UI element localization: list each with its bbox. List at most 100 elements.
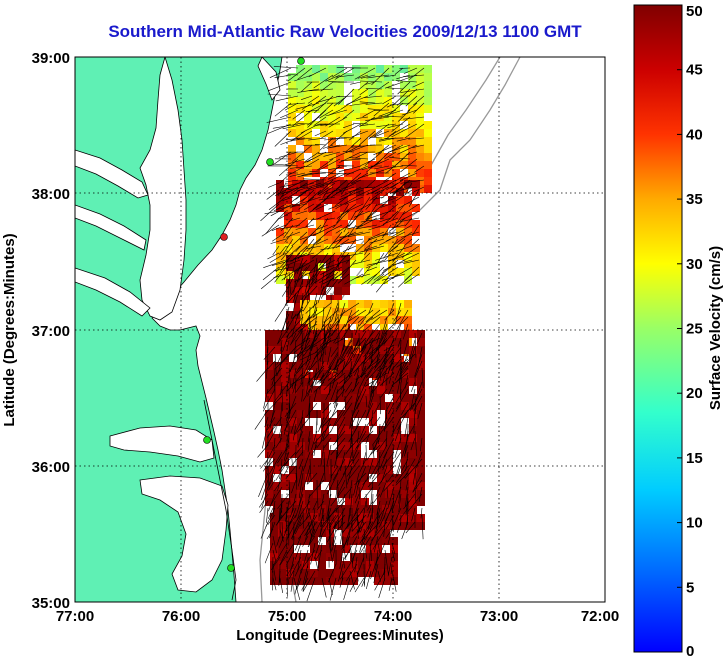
velocity-arrow [377,266,399,282]
velocity-arrow [264,444,276,465]
velocity-arrow [391,130,404,138]
velocity-cell [374,545,382,553]
velocity-arrow [303,360,311,374]
velocity-cell [337,418,345,426]
velocity-cell [408,145,416,153]
velocity-cell [336,129,344,137]
velocity-arrow [325,479,332,491]
velocity-arrow [355,217,371,230]
velocity-cell [376,121,384,129]
velocity-cell [340,180,348,188]
velocity-arrow [328,144,348,149]
velocity-cell [305,346,313,354]
velocity-arrow [373,337,388,354]
velocity-arrow [317,374,325,383]
velocity-arrow [336,203,357,219]
velocity-cell [412,268,420,276]
velocity-cell [404,180,412,188]
velocity-cell [273,338,281,346]
velocity-arrow [293,423,297,441]
velocity-arrow [340,316,353,331]
velocity-arrow [291,309,304,320]
velocity-arrow [337,186,355,193]
velocity-cell [393,426,401,434]
velocity-cell [273,362,281,370]
velocity-arrow [335,179,348,190]
velocity-cell [401,522,409,530]
velocity-arrow [286,316,304,337]
velocity-arrow [316,158,334,171]
velocity-arrow [298,486,304,506]
velocity-arrow [414,430,417,457]
velocity-arrow [294,535,302,551]
velocity-arrow [301,278,318,300]
velocity-arrow [285,465,297,479]
velocity-arrow [393,309,402,322]
velocity-cell [321,418,329,426]
velocity-arrow [365,259,385,269]
velocity-cell [337,362,345,370]
velocity-arrow [260,273,280,290]
velocity-cell [382,513,390,521]
velocity-arrow [371,493,381,505]
velocity-arrow [305,351,311,366]
velocity-arrow [268,472,276,487]
velocity-arrow [291,137,313,141]
velocity-cell [385,386,393,394]
velocity-arrow [267,514,276,525]
velocity-arrow [288,479,290,494]
velocity-arrow [398,479,402,504]
velocity-cell [400,113,408,121]
velocity-arrow [378,115,404,118]
velocity-arrow [329,358,346,374]
velocity-arrow [399,172,418,181]
plot-frame [74,56,606,603]
velocity-arrow [384,252,392,261]
velocity-cell [289,370,297,378]
velocity-arrow [403,116,425,120]
velocity-cell [409,450,417,458]
velocity-arrow [324,137,348,141]
velocity-cell [416,121,424,129]
velocity-arrow [329,137,341,139]
velocity-cell [380,188,388,196]
velocity-arrow [343,123,362,134]
velocity-arrow [308,88,334,92]
velocity-cell [324,308,332,316]
velocity-arrow [334,451,339,469]
velocity-arrow [399,381,402,399]
velocity-cell [360,161,368,169]
velocity-arrow [408,137,425,140]
velocity-arrow [269,486,283,507]
velocity-arrow [306,472,311,485]
velocity-arrow [295,493,304,518]
velocity-arrow [393,507,402,526]
velocity-cell [288,153,296,161]
velocity-arrow [340,252,364,258]
velocity-cell [296,137,304,145]
velocity-cell [377,330,385,338]
velocity-arrow [346,521,353,546]
velocity-arrow [404,238,413,246]
velocity-arrow [389,238,406,253]
velocity-cell [353,362,361,370]
velocity-arrow [402,339,409,360]
velocity-arrow [316,346,319,371]
velocity-arrow [373,402,381,415]
velocity-cell [416,89,424,97]
velocity-cell [388,204,396,212]
velocity-cell [380,316,388,324]
velocity-cell [360,105,368,113]
velocity-cell [305,490,313,498]
velocity-cell [302,577,310,585]
velocity-arrow [373,102,390,117]
velocity-cell [356,252,364,260]
velocity-arrow [266,189,280,200]
velocity-arrow [274,210,287,223]
velocity-arrow [374,186,390,194]
velocity-cell [281,450,289,458]
velocity-cell [382,505,390,513]
velocity-cell [412,228,420,236]
velocity-cell [329,466,337,474]
velocity-arrow [263,259,287,268]
